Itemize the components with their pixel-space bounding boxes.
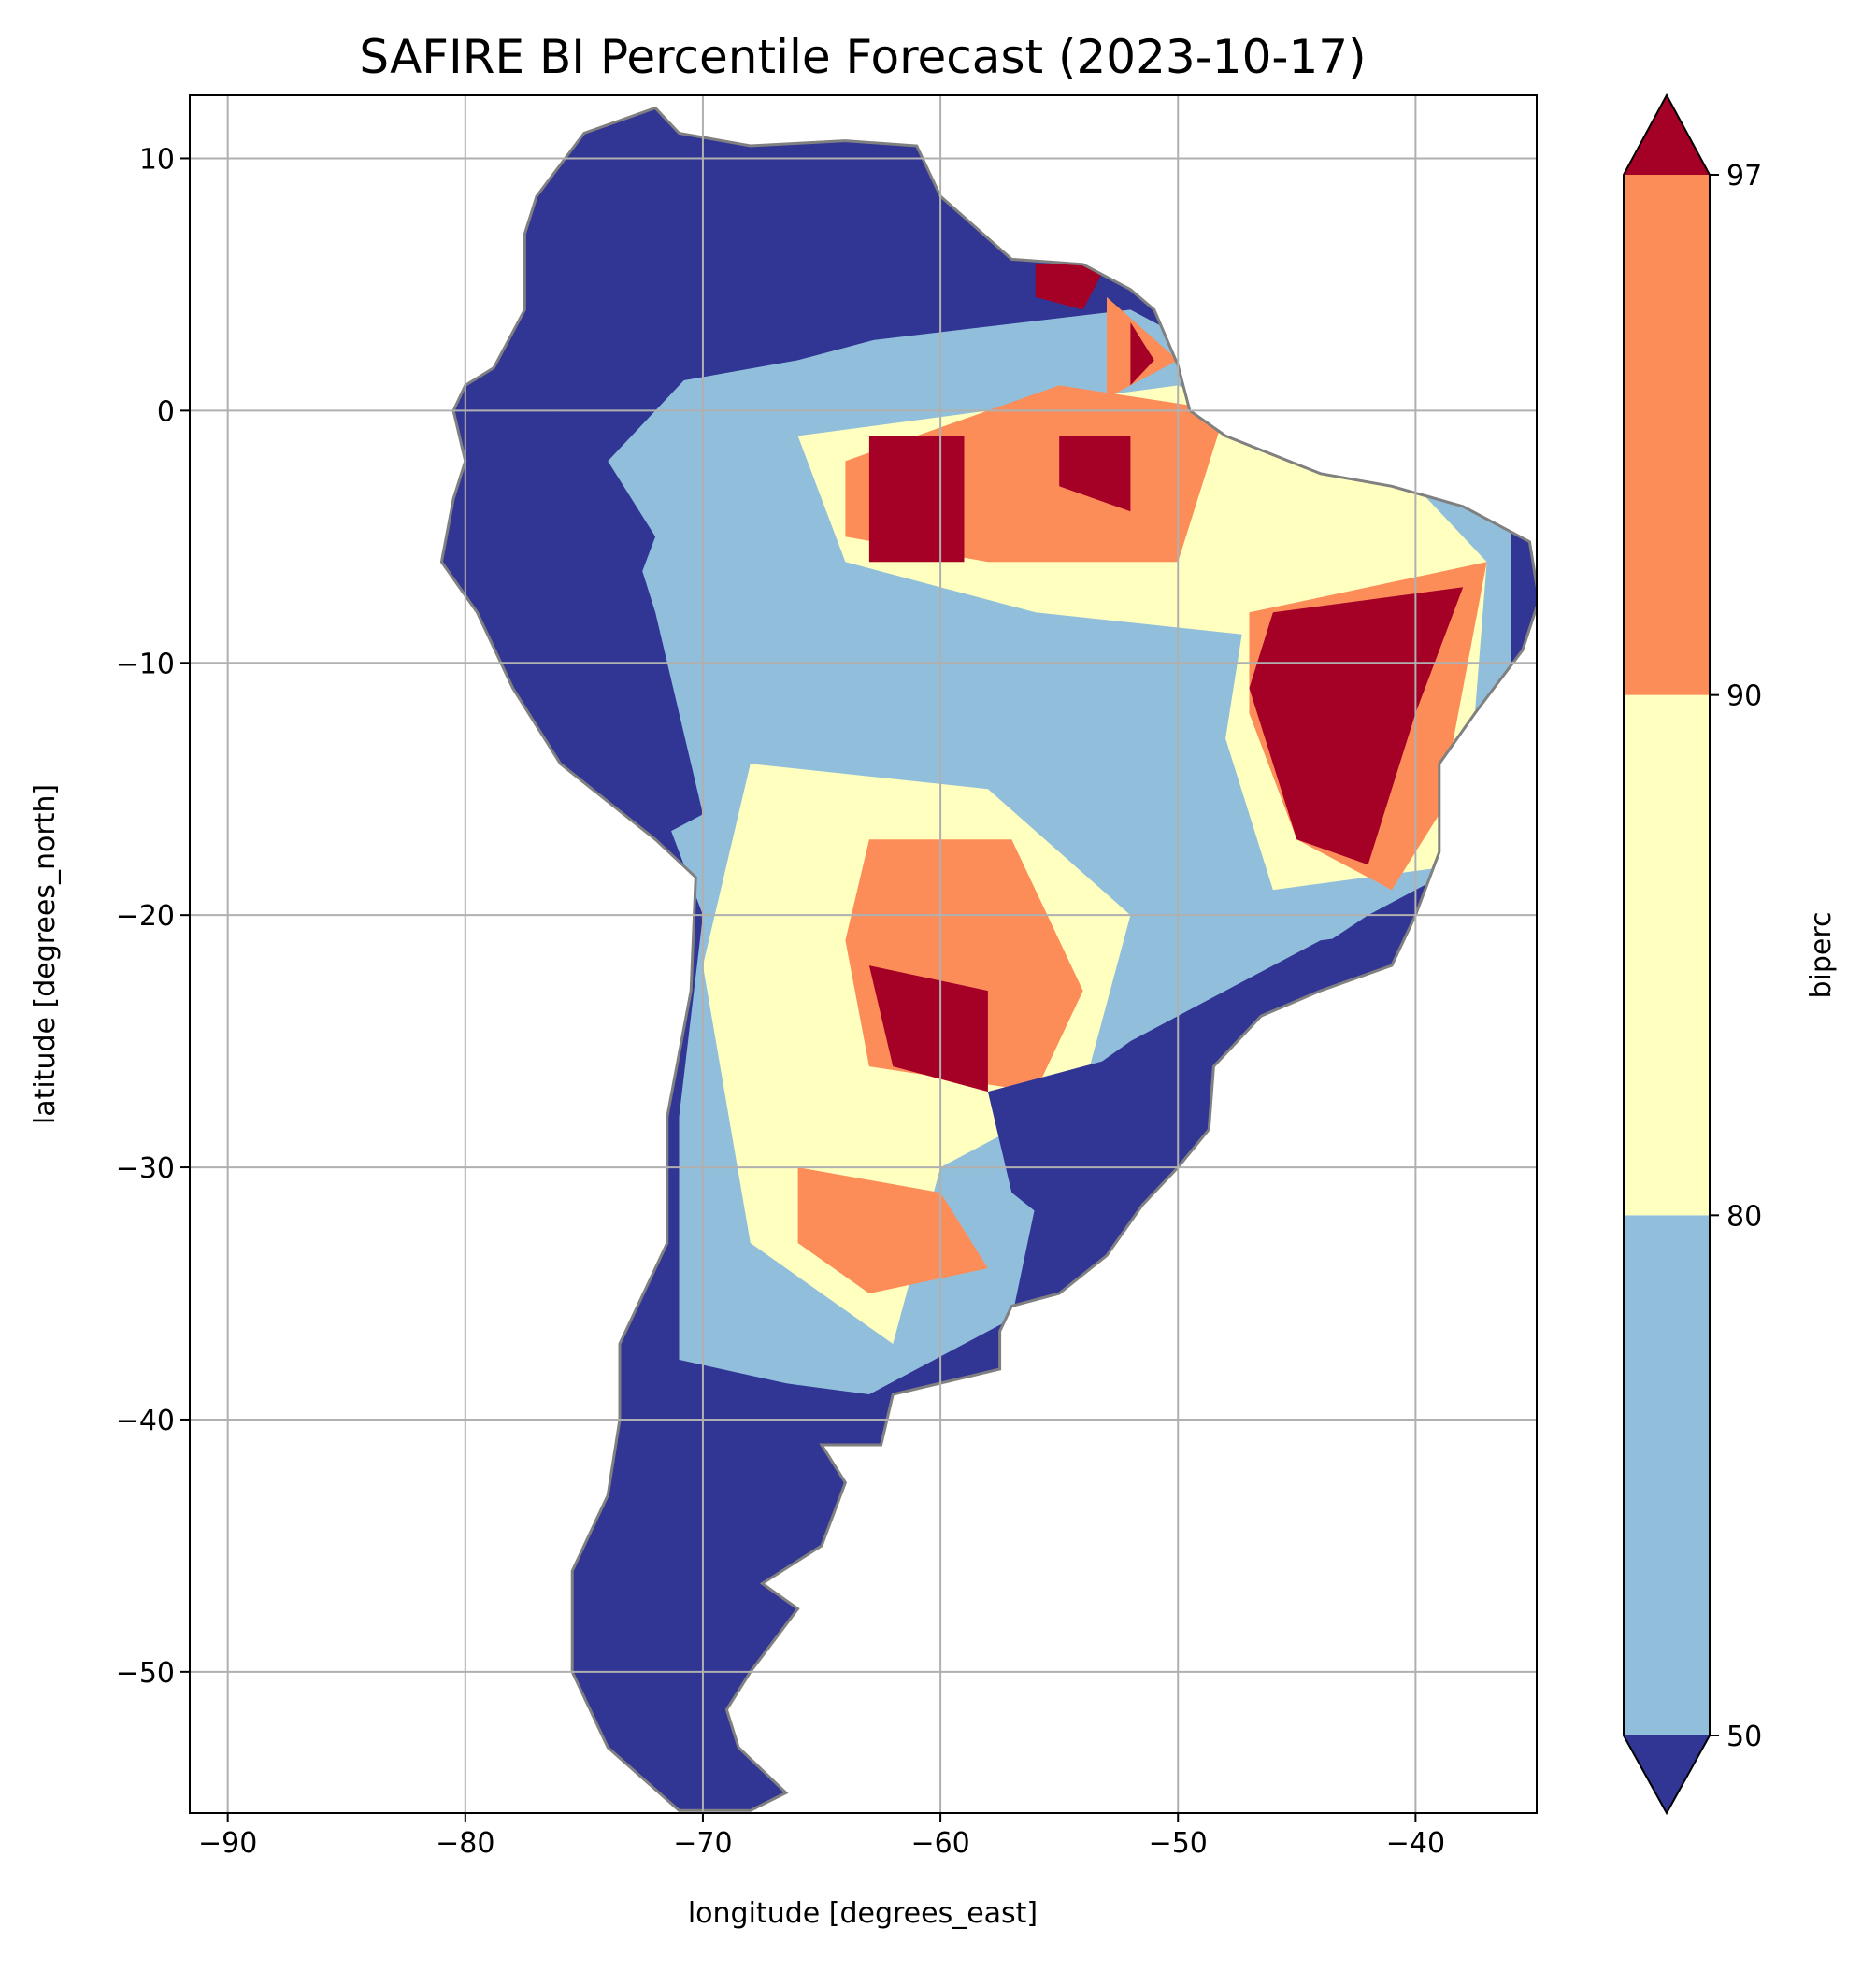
x-tick-label: −90 (198, 1827, 257, 1860)
x-tick-label: −50 (1149, 1827, 1208, 1860)
x-tick-label: −80 (436, 1827, 494, 1860)
colorbar-segment (1624, 175, 1710, 695)
region-above-97 (1249, 587, 1464, 865)
colorbar-tick-label: 50 (1726, 1721, 1762, 1753)
region-above-97 (868, 436, 965, 563)
colorbar-tick-label: 90 (1726, 680, 1762, 713)
colorbar-extend-max (1624, 95, 1710, 175)
x-tick-label: −40 (1386, 1827, 1445, 1860)
gridlines (190, 95, 1537, 1813)
plot-frame (189, 94, 1538, 1814)
colorbar-tick-label: 80 (1726, 1200, 1762, 1233)
region-above-97 (1059, 436, 1131, 512)
x-tick-label: −60 (910, 1827, 969, 1860)
y-tick-label: −40 (116, 1405, 175, 1437)
colorbar-segment (1624, 1215, 1710, 1735)
region-below-50 (441, 360, 703, 840)
y-tick-label: 0 (157, 395, 175, 428)
y-tick-label: −50 (116, 1657, 175, 1690)
region-above-97 (1035, 264, 1107, 310)
y-tick-label: 10 (139, 143, 175, 176)
region-above-97 (1130, 321, 1154, 386)
x-axis: −90 −80 −70 −60 −50 −40 (198, 1813, 1445, 1860)
biperc-field (441, 107, 1537, 1811)
colorbar-segment (1624, 694, 1710, 1216)
y-tick-label: −10 (116, 648, 175, 680)
colorbar-extend-min (1624, 1735, 1710, 1813)
x-axis-label: longitude [degrees_east] (688, 1897, 1038, 1930)
colorbar-tick-label: 97 (1726, 160, 1762, 193)
region-below-50 (465, 107, 988, 436)
x-tick-label: −70 (673, 1827, 732, 1860)
colorbar-label: biperc (1805, 911, 1838, 998)
y-tick-label: −30 (116, 1152, 175, 1185)
y-axis-label: latitude [degrees_north] (29, 784, 62, 1124)
map-plot-area (190, 95, 1537, 1813)
y-tick-label: −20 (116, 900, 175, 933)
colorbar: 50 80 90 97 (1623, 93, 1762, 1816)
chart-title: SAFIRE BI Percentile Forecast (2023-10-1… (359, 30, 1366, 84)
y-axis: 10 0 −10 −20 −30 −40 −50 (116, 143, 190, 1690)
region-above-97 (868, 965, 988, 1093)
